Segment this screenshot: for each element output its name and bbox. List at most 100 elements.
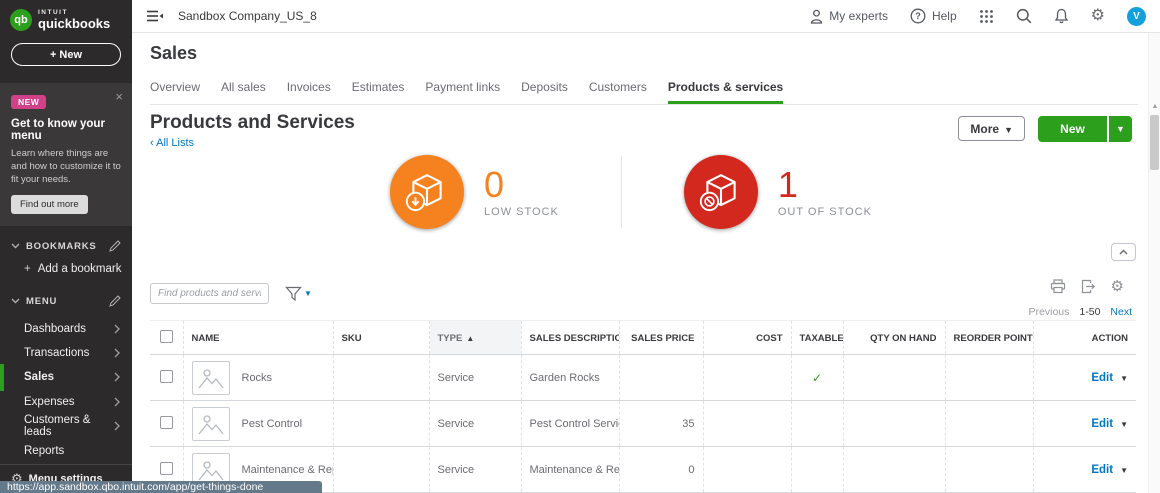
product-cost bbox=[702, 400, 791, 447]
sidebar-item-sales[interactable]: Sales bbox=[0, 364, 132, 392]
add-bookmark-button[interactable]: + Add a bookmark bbox=[24, 263, 122, 276]
new-button[interactable]: New bbox=[1038, 116, 1107, 142]
collapse-menu-icon[interactable] bbox=[146, 9, 164, 23]
edit-pencil-icon[interactable] bbox=[109, 295, 121, 308]
bookmarks-section-header[interactable]: BOOKMARKS bbox=[0, 237, 132, 255]
vertical-scrollbar[interactable]: ▲ bbox=[1148, 33, 1160, 493]
company-name[interactable]: Sandbox Company_US_8 bbox=[178, 9, 317, 23]
menu-label: MENU bbox=[26, 295, 58, 307]
low-stock-label: LOW STOCK bbox=[484, 205, 559, 218]
table-header-row: NAME SKU TYPE ▲ SALES DESCRIPTION SALES P… bbox=[150, 320, 1136, 355]
my-experts-button[interactable]: My experts bbox=[810, 9, 888, 24]
search-input[interactable] bbox=[150, 283, 269, 304]
close-icon[interactable]: × bbox=[115, 89, 123, 104]
search-icon[interactable] bbox=[1016, 8, 1032, 24]
quickbooks-logo[interactable]: qb INTUIT quickbooks bbox=[0, 0, 132, 35]
row-checkbox[interactable] bbox=[159, 415, 173, 429]
out-of-stock-metric[interactable]: 1 OUT OF STOCK bbox=[683, 155, 872, 229]
product-sku bbox=[332, 400, 429, 447]
col-sales-price[interactable]: SALES PRICE bbox=[618, 320, 703, 355]
product-cost bbox=[702, 446, 791, 493]
products-heading: Products and Services bbox=[150, 112, 355, 133]
products-header-row: Products and Services ‹ All Lists More ▼ … bbox=[150, 112, 1132, 149]
table-settings-gear-icon[interactable]: ⚙ bbox=[1110, 278, 1124, 295]
col-sku[interactable]: SKU bbox=[332, 320, 429, 355]
filter-button[interactable]: ▼ bbox=[285, 286, 312, 302]
promo-title: Get to know your menu bbox=[11, 118, 105, 142]
tab-invoices[interactable]: Invoices bbox=[286, 80, 331, 94]
scrollbar-thumb[interactable] bbox=[1150, 115, 1159, 170]
notifications-bell-icon[interactable] bbox=[1054, 8, 1069, 25]
sales-tabs: Overview All sales Invoices Estimates Pa… bbox=[150, 80, 1138, 105]
product-sku bbox=[332, 446, 429, 493]
sidebar-item-transactions[interactable]: Transactions bbox=[0, 341, 132, 365]
topbar-actions: My experts ? Help ⚙ V bbox=[810, 6, 1146, 26]
product-type: Service bbox=[428, 400, 521, 447]
caret-down-icon: ▼ bbox=[304, 289, 312, 298]
print-button[interactable] bbox=[1050, 279, 1066, 294]
row-checkbox[interactable] bbox=[159, 461, 173, 475]
collapse-panel-button[interactable] bbox=[1111, 243, 1136, 261]
product-image-placeholder[interactable] bbox=[191, 406, 230, 441]
col-name[interactable]: NAME bbox=[182, 320, 333, 355]
tab-customers[interactable]: Customers bbox=[588, 80, 647, 94]
find-out-more-button[interactable]: Find out more bbox=[11, 195, 88, 215]
pagination-next[interactable]: Next bbox=[1110, 306, 1132, 318]
product-name[interactable]: Maintenance & Repair bbox=[241, 463, 334, 476]
settings-gear-icon[interactable]: ⚙ bbox=[1090, 7, 1105, 24]
all-lists-link[interactable]: ‹ All Lists bbox=[150, 137, 195, 149]
menu-section-header[interactable]: MENU bbox=[0, 292, 132, 310]
intuit-wordmark: INTUIT bbox=[38, 8, 68, 16]
new-split-button: New ▼ bbox=[1038, 116, 1132, 142]
sidebar-new-button[interactable]: + New bbox=[11, 43, 121, 66]
products-table: NAME SKU TYPE ▲ SALES DESCRIPTION SALES P… bbox=[150, 320, 1136, 493]
col-cost[interactable]: COST bbox=[702, 320, 791, 355]
pagination-previous[interactable]: Previous bbox=[1028, 306, 1070, 318]
scroll-up-arrow-icon[interactable]: ▲ bbox=[1151, 103, 1159, 110]
row-checkbox[interactable] bbox=[159, 369, 173, 383]
pagination: Previous 1-50 Next bbox=[1029, 306, 1132, 318]
sidebar-item-reports[interactable]: Reports bbox=[24, 444, 65, 457]
product-qty bbox=[842, 400, 945, 447]
low-stock-metric[interactable]: 0 LOW STOCK bbox=[390, 155, 559, 229]
col-reorder-point[interactable]: REORDER POINT bbox=[944, 320, 1033, 355]
table-row: Pest Control Service Pest Control Servic… bbox=[150, 400, 1136, 447]
stock-summary: 0 LOW STOCK 1 OUT OF bbox=[132, 155, 1130, 229]
tab-products-services[interactable]: Products & services bbox=[668, 80, 783, 104]
product-name[interactable]: Rocks bbox=[241, 371, 273, 384]
menu-promo-panel: × NEW Get to know your menu Learn where … bbox=[0, 83, 132, 227]
edit-dropdown-caret[interactable]: ▼ bbox=[1120, 373, 1128, 383]
product-description: Garden Rocks bbox=[520, 354, 619, 401]
apps-grid-icon[interactable] bbox=[979, 9, 994, 24]
export-button[interactable] bbox=[1081, 279, 1096, 294]
col-qty-on-hand[interactable]: QTY ON HAND bbox=[842, 320, 945, 355]
tab-estimates[interactable]: Estimates bbox=[351, 80, 405, 94]
edit-button[interactable]: Edit bbox=[1091, 371, 1114, 384]
edit-dropdown-caret[interactable]: ▼ bbox=[1120, 419, 1128, 429]
product-description: Maintenance & Repair bbox=[520, 446, 619, 493]
tab-payment-links[interactable]: Payment links bbox=[425, 80, 501, 94]
sidebar-item-customers-leads[interactable]: Customers & leads bbox=[0, 414, 132, 438]
product-price bbox=[618, 354, 703, 401]
edit-dropdown-caret[interactable]: ▼ bbox=[1120, 465, 1128, 475]
tab-deposits[interactable]: Deposits bbox=[521, 80, 568, 94]
sidebar-item-expenses[interactable]: Expenses bbox=[0, 390, 132, 414]
avatar[interactable]: V bbox=[1127, 6, 1146, 26]
col-type-sorted[interactable]: TYPE ▲ bbox=[428, 320, 521, 355]
edit-button[interactable]: Edit bbox=[1091, 463, 1114, 476]
product-image-placeholder[interactable] bbox=[191, 360, 230, 395]
select-all-checkbox[interactable] bbox=[159, 330, 173, 343]
col-taxable[interactable]: TAXABLE bbox=[790, 320, 843, 355]
tab-overview[interactable]: Overview bbox=[150, 80, 201, 94]
help-button[interactable]: ? Help bbox=[910, 8, 957, 24]
col-sales-description[interactable]: SALES DESCRIPTION bbox=[520, 320, 619, 355]
gear-icon: ⚙ bbox=[11, 471, 23, 486]
product-reorder bbox=[944, 354, 1033, 401]
more-button[interactable]: More ▼ bbox=[958, 116, 1025, 141]
sidebar-item-dashboards[interactable]: Dashboards bbox=[0, 316, 132, 340]
tab-all-sales[interactable]: All sales bbox=[221, 80, 266, 94]
edit-pencil-icon[interactable] bbox=[109, 240, 121, 253]
edit-button[interactable]: Edit bbox=[1091, 417, 1114, 430]
new-dropdown-caret[interactable]: ▼ bbox=[1109, 116, 1132, 142]
product-name[interactable]: Pest Control bbox=[241, 417, 303, 430]
